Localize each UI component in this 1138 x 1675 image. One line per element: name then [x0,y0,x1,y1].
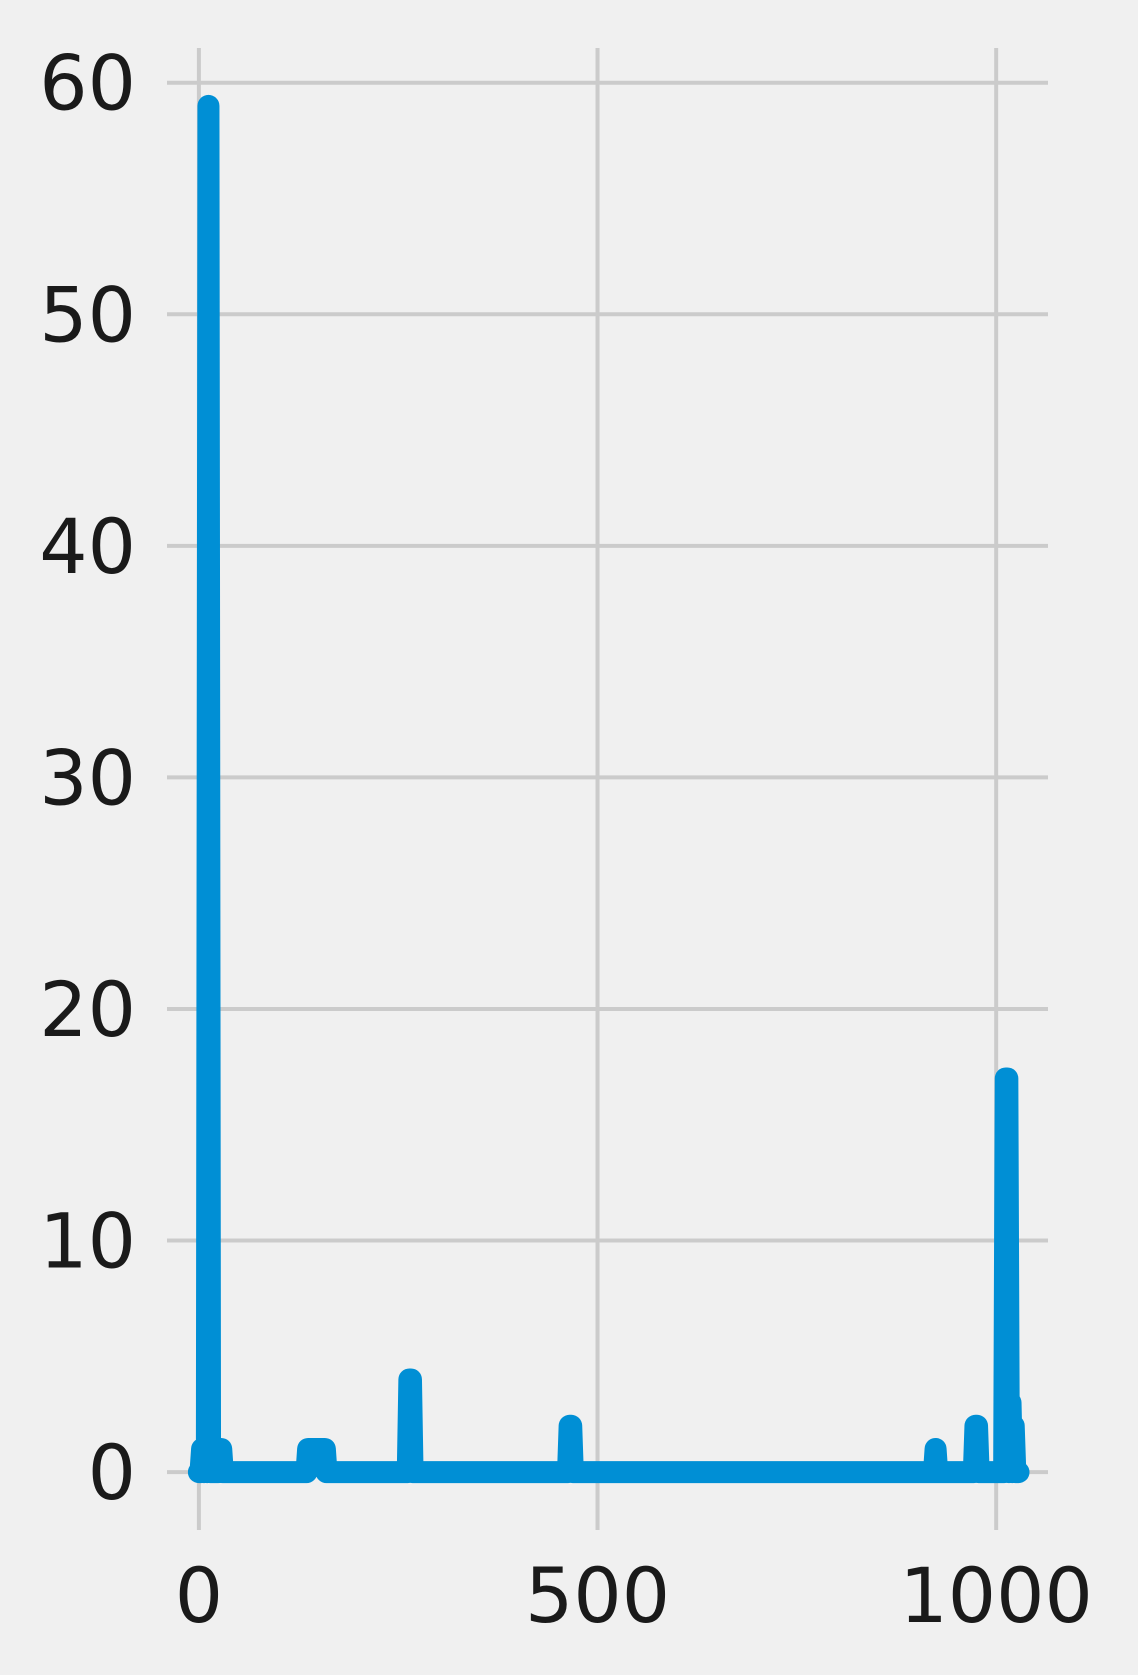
x-tick-label-0: 0 [175,1551,223,1640]
y-axis-tick-labels: 0 10 20 30 40 50 60 [39,39,136,1517]
y-tick-label-20: 20 [39,965,136,1054]
grid-lines [167,48,1048,1530]
series-line-0 [187,94,1030,1484]
plot-area [187,94,1030,1484]
y-tick-label-50: 50 [39,270,136,359]
x-tick-label-1000: 1000 [899,1551,1092,1640]
x-axis-tick-labels: 0 500 1000 [175,1551,1093,1640]
x-tick-label-500: 500 [525,1551,670,1640]
y-tick-label-10: 10 [39,1197,136,1286]
y-tick-label-0: 0 [88,1428,136,1517]
y-tick-label-40: 40 [39,502,136,591]
y-tick-label-60: 60 [39,39,136,128]
y-tick-label-30: 30 [39,733,136,822]
